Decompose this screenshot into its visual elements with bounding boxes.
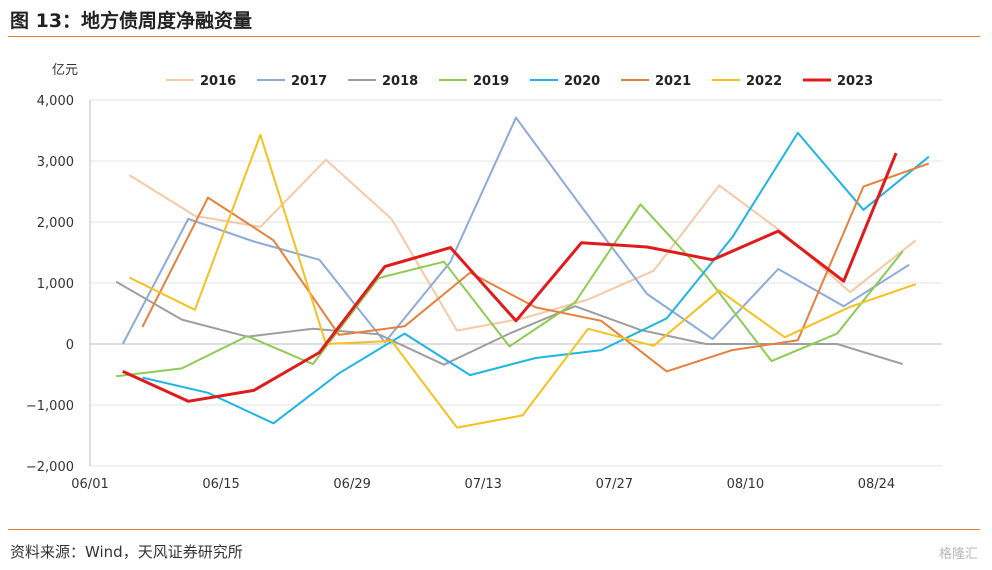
- series-line-2021: [141, 162, 930, 373]
- y-tick-label: 4,000: [37, 94, 74, 109]
- y-tick-label: 0: [66, 338, 74, 353]
- x-tick-label: 06/01: [71, 477, 108, 492]
- x-tick-label: 07/13: [464, 477, 501, 492]
- series-line-2022: [128, 133, 917, 429]
- series-line-2023: [122, 152, 898, 403]
- footer-rule: [8, 529, 980, 530]
- legend-label-2022: 2022: [746, 74, 782, 89]
- x-tick-label: 06/29: [333, 477, 370, 492]
- x-axis: 06/01 06/15 06/29 07/13 07/27 08/10 08/24: [71, 477, 895, 492]
- y-axis-unit: 亿元: [52, 63, 78, 78]
- series-lines: [115, 116, 930, 429]
- series-line-2017: [121, 116, 910, 345]
- legend-label-2023: 2023: [837, 74, 873, 89]
- series-line-2019: [116, 203, 904, 378]
- gridlines: [90, 99, 942, 467]
- x-tick-label: 06/15: [202, 477, 239, 492]
- legend-label-2016: 2016: [200, 74, 236, 89]
- series-line-2020: [142, 131, 930, 425]
- x-tick-label: 08/24: [858, 477, 895, 492]
- line-chart: 亿元 −2,000 −1,000 0 1,000 2,000 3,000 4,000 06/0…: [26, 63, 942, 492]
- legend-label-2020: 2020: [564, 74, 600, 89]
- y-tick-label: 1,000: [37, 277, 74, 292]
- chart-title: 图 13：地方债周度净融资量: [10, 10, 253, 32]
- x-tick-label: 07/27: [596, 477, 633, 492]
- y-tick-label: 3,000: [37, 155, 74, 170]
- y-axis: 亿元 −2,000 −1,000 0 1,000 2,000 3,000 4,000: [26, 63, 91, 475]
- header-rule: [8, 36, 980, 37]
- legend-label-2019: 2019: [473, 74, 509, 89]
- source-note: 资料来源：Wind，天风证券研究所: [10, 543, 243, 561]
- x-tick-label: 08/10: [727, 477, 764, 492]
- legend-label-2017: 2017: [291, 74, 327, 89]
- legend: 2016 2017 2018 2019 2020 2021 2022 2023: [166, 74, 873, 89]
- watermark: 格隆汇: [938, 547, 978, 562]
- y-tick-label: 2,000: [37, 216, 74, 231]
- legend-label-2021: 2021: [655, 74, 691, 89]
- legend-label-2018: 2018: [382, 74, 418, 89]
- y-tick-label: −1,000: [26, 399, 74, 414]
- y-tick-label: −2,000: [26, 460, 74, 475]
